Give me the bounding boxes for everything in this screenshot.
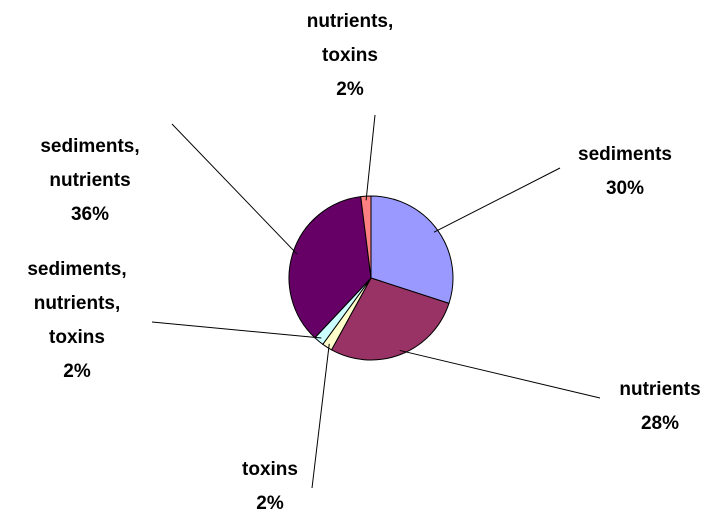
value-label: 2%	[63, 361, 91, 382]
pie-slice	[330, 277, 450, 361]
value-label: 36%	[71, 204, 109, 225]
leader-line	[171, 123, 298, 255]
label-line: toxins	[322, 45, 378, 66]
slice-label: sediments, nutrients, toxins	[27, 259, 126, 348]
value-label: 2%	[336, 79, 364, 100]
label-line: sediments,	[27, 259, 126, 280]
pie-slice	[370, 195, 454, 304]
slice-label: nutrients	[619, 379, 700, 400]
slice-label: sediments, nutrients	[40, 136, 139, 191]
label-line: toxins	[242, 459, 298, 480]
label-line: sediments,	[40, 136, 139, 157]
slice-label: sediments	[578, 144, 672, 165]
leader-line	[311, 343, 330, 489]
leader-line	[151, 321, 322, 339]
label-line: nutrients	[49, 170, 130, 191]
pie-slice	[360, 195, 372, 279]
value-label: 28%	[641, 413, 679, 434]
label-line: sediments	[578, 144, 672, 165]
slice-label: nutrients, toxins	[307, 11, 394, 66]
slice-label: toxins	[242, 459, 298, 480]
value-label: 2%	[256, 493, 284, 514]
label-line: toxins	[49, 327, 105, 348]
value-label: 30%	[606, 178, 644, 199]
leader-line	[365, 114, 376, 201]
label-line: nutrients,	[34, 293, 121, 314]
leader-line	[399, 349, 601, 399]
label-line: nutrients,	[307, 11, 394, 32]
pie-slice	[288, 196, 372, 339]
label-line: nutrients	[619, 379, 700, 400]
leader-line	[433, 167, 561, 233]
